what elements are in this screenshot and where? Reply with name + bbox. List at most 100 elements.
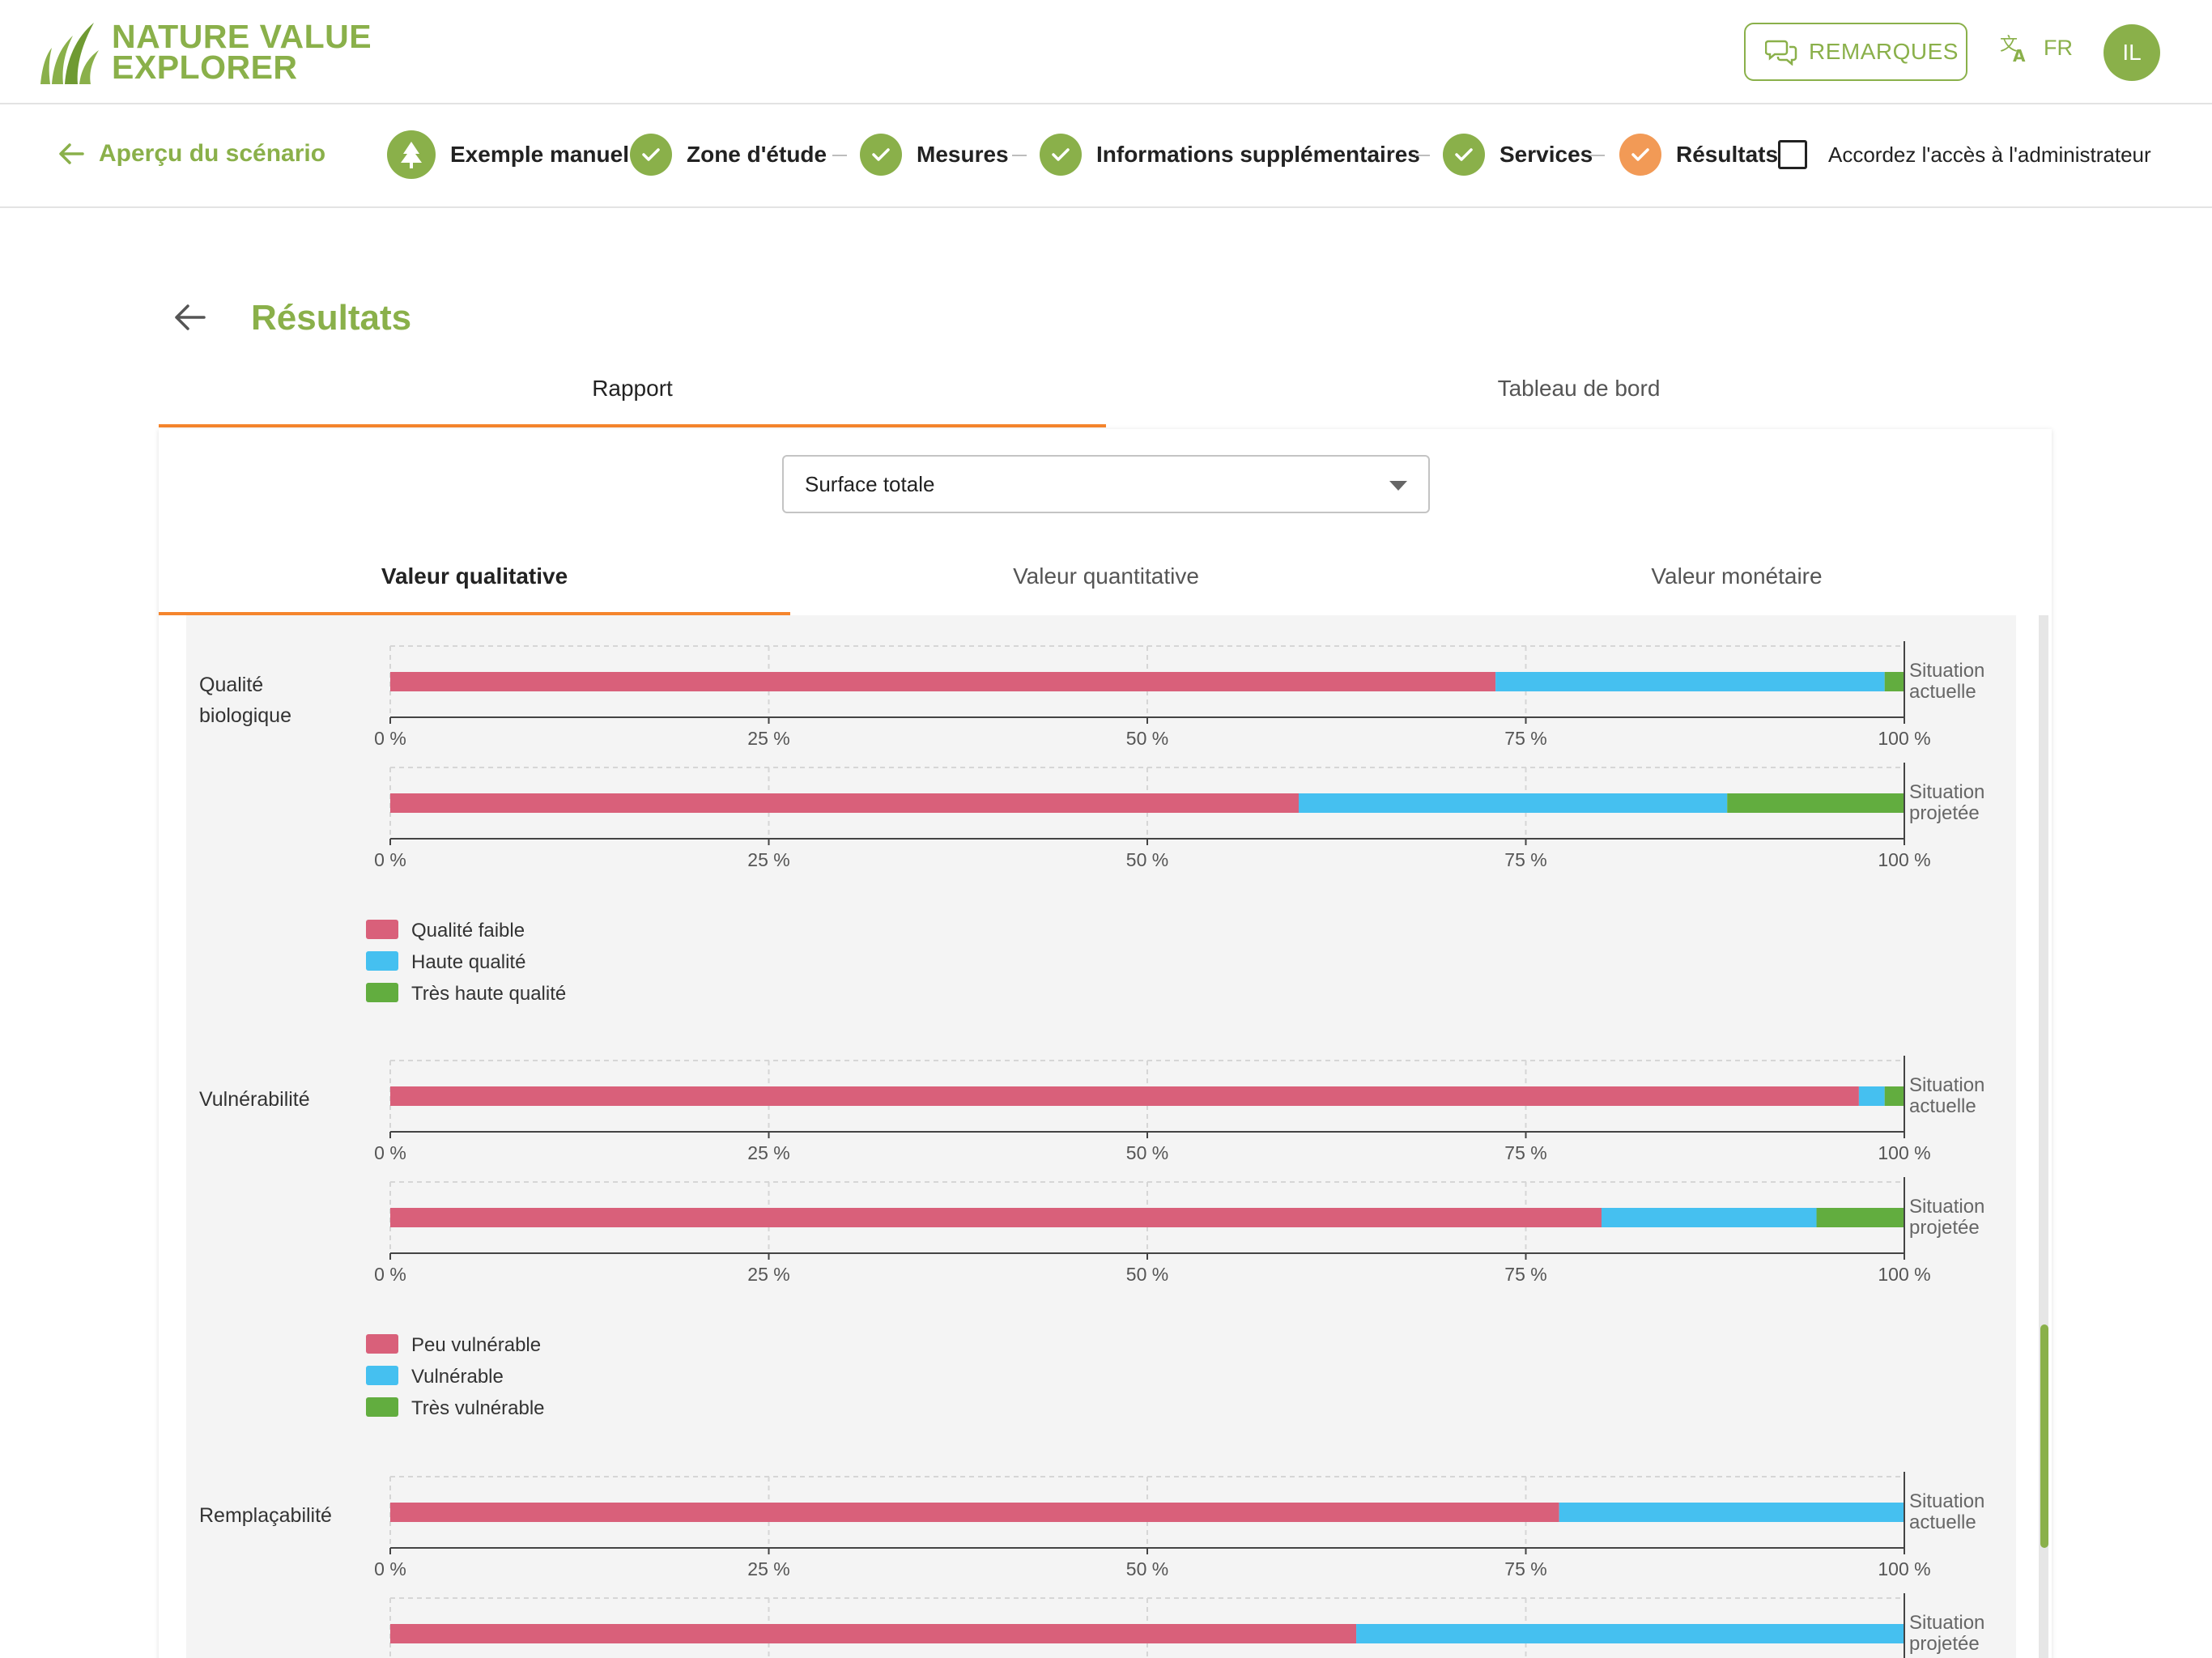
bar-segment bbox=[1727, 793, 1904, 813]
step-label: Informations supplémentaires bbox=[1096, 142, 1420, 167]
subtab-label: Valeur quantitative bbox=[1013, 563, 1199, 589]
scenario-stepper: Aperçu du scénario Exemple manuel Zone d… bbox=[0, 106, 2212, 208]
step-services[interactable]: Services bbox=[1443, 134, 1593, 176]
legend-swatch bbox=[366, 1334, 398, 1354]
logo-line-2: EXPLORER bbox=[112, 49, 298, 86]
chat-bubbles-icon bbox=[1765, 40, 1797, 66]
step-label: Services bbox=[1499, 142, 1593, 167]
step-informations-supplementaires[interactable]: Informations supplémentaires bbox=[1040, 134, 1420, 176]
x-tick-label: 25 % bbox=[747, 1558, 789, 1579]
step-resultats[interactable]: Résultats bbox=[1619, 134, 1778, 176]
step-exemple-manuel[interactable]: Exemple manuel bbox=[387, 130, 629, 179]
x-tick-label: 0 % bbox=[374, 849, 406, 870]
tab-rapport[interactable]: Rapport bbox=[159, 376, 1106, 426]
step-label: Résultats bbox=[1676, 142, 1779, 167]
x-tick-label: 0 % bbox=[374, 1142, 406, 1163]
x-tick-label: 75 % bbox=[1504, 728, 1546, 749]
legend-swatch bbox=[366, 1397, 398, 1417]
admin-access-label: Accordez l'accès à l'administrateur bbox=[1828, 142, 2151, 167]
bar-segment bbox=[1816, 1208, 1904, 1227]
bar-segment bbox=[390, 1086, 1859, 1106]
top-header: NATURE VALUE EXPLORER REMARQUES 文 A FR I… bbox=[0, 0, 2212, 104]
check-icon bbox=[1040, 134, 1082, 176]
step-separator bbox=[832, 155, 847, 156]
bar-segment bbox=[1858, 1086, 1885, 1106]
tab-tableau-de-bord[interactable]: Tableau de bord bbox=[1106, 376, 2052, 426]
chart-title: biologique bbox=[199, 704, 291, 727]
logo-line-1: NATURE VALUE bbox=[112, 18, 372, 55]
step-label: Mesures bbox=[917, 142, 1009, 167]
subtab-label: Valeur monétaire bbox=[1651, 563, 1823, 589]
x-tick-label: 100 % bbox=[1878, 1142, 1930, 1163]
step-zone-etude[interactable]: Zone d'étude bbox=[630, 134, 827, 176]
scrollbar-thumb[interactable] bbox=[2040, 1324, 2048, 1548]
bar-segment bbox=[1559, 1503, 1904, 1522]
translate-icon: 文 A bbox=[2000, 35, 2026, 63]
subtab-valeur-quantitative[interactable]: Valeur quantitative bbox=[790, 563, 1422, 589]
avatar-initials: IL bbox=[2122, 40, 2142, 65]
step-mesures[interactable]: Mesures bbox=[860, 134, 1009, 176]
x-tick-label: 75 % bbox=[1504, 849, 1546, 870]
scenario-overview-label: Aperçu du scénario bbox=[99, 140, 326, 167]
back-button[interactable] bbox=[173, 303, 206, 336]
bar-segment bbox=[1299, 793, 1728, 813]
bar-segment bbox=[390, 1503, 1559, 1522]
bar-segment bbox=[1356, 1624, 1904, 1643]
check-icon bbox=[630, 134, 672, 176]
check-icon bbox=[1619, 134, 1661, 176]
situation-label: actuelle bbox=[1909, 1511, 1976, 1533]
bar-segment bbox=[1884, 1086, 1904, 1106]
x-tick-label: 100 % bbox=[1878, 1558, 1930, 1579]
admin-access-toggle[interactable]: Accordez l'accès à l'administrateur bbox=[1778, 140, 2151, 169]
bar-segment bbox=[1602, 1208, 1817, 1227]
chart-title: Vulnérabilité bbox=[199, 1088, 310, 1111]
admin-access-checkbox[interactable] bbox=[1778, 140, 1807, 169]
tab-label: Tableau de bord bbox=[1497, 376, 1661, 401]
page-title: Résultats bbox=[251, 298, 412, 338]
step-label: Exemple manuel bbox=[450, 142, 629, 167]
logo-text: NATURE VALUE EXPLORER bbox=[112, 18, 372, 86]
x-tick-label: 50 % bbox=[1126, 728, 1168, 749]
surface-select[interactable]: Surface totale bbox=[782, 455, 1430, 513]
x-tick-label: 100 % bbox=[1878, 1264, 1930, 1285]
subtab-label: Valeur qualitative bbox=[381, 563, 568, 589]
language-selector[interactable]: 文 A FR bbox=[2000, 32, 2073, 63]
legend-label: Qualité faible bbox=[411, 920, 525, 942]
subtab-valeur-qualitative[interactable]: Valeur qualitative bbox=[159, 563, 790, 589]
x-tick-label: 25 % bbox=[747, 1264, 789, 1285]
x-tick-label: 0 % bbox=[374, 1264, 406, 1285]
legend-swatch bbox=[366, 1366, 398, 1385]
legend-label: Peu vulnérable bbox=[411, 1334, 541, 1356]
situation-label: Situation bbox=[1909, 660, 1984, 682]
subtab-valeur-monetaire[interactable]: Valeur monétaire bbox=[1422, 563, 2052, 589]
x-tick-label: 75 % bbox=[1504, 1264, 1546, 1285]
select-value: Surface totale bbox=[805, 471, 935, 496]
bar-segment bbox=[1884, 672, 1904, 691]
step-separator bbox=[1415, 155, 1430, 156]
legend-label: Haute qualité bbox=[411, 951, 525, 973]
language-label: FR bbox=[2044, 35, 2073, 60]
app-logo[interactable]: NATURE VALUE EXPLORER bbox=[37, 18, 377, 89]
step-separator bbox=[1012, 155, 1027, 156]
svg-text:A: A bbox=[2013, 46, 2026, 63]
scenario-overview-link[interactable]: Aperçu du scénario bbox=[58, 140, 325, 168]
legend-label: Très vulnérable bbox=[411, 1397, 545, 1419]
x-tick-label: 50 % bbox=[1126, 849, 1168, 870]
situation-label: projetée bbox=[1909, 802, 1980, 824]
user-avatar[interactable]: IL bbox=[2104, 24, 2160, 81]
legend-swatch bbox=[366, 920, 398, 939]
remarques-button[interactable]: REMARQUES bbox=[1744, 23, 1967, 81]
x-tick-label: 25 % bbox=[747, 849, 789, 870]
svg-text:文: 文 bbox=[2000, 35, 2018, 55]
grass-logo-icon bbox=[40, 23, 99, 84]
legend-swatch bbox=[366, 951, 398, 971]
x-tick-label: 50 % bbox=[1126, 1558, 1168, 1579]
arrow-left-icon bbox=[175, 304, 206, 330]
x-tick-label: 100 % bbox=[1878, 849, 1930, 870]
chart-area[interactable]: Qualité biologique 0 % 25 % 50 % 75 % 100 % Sit… bbox=[186, 615, 2016, 1658]
x-tick-label: 100 % bbox=[1878, 728, 1930, 749]
situation-label: actuelle bbox=[1909, 681, 1976, 703]
chart-title: Remplaçabilité bbox=[199, 1504, 332, 1527]
results-charts: Qualité biologique 0 % 25 % 50 % 75 % 100 % Sit… bbox=[199, 641, 1984, 1658]
legend-label: Vulnérable bbox=[411, 1366, 504, 1388]
